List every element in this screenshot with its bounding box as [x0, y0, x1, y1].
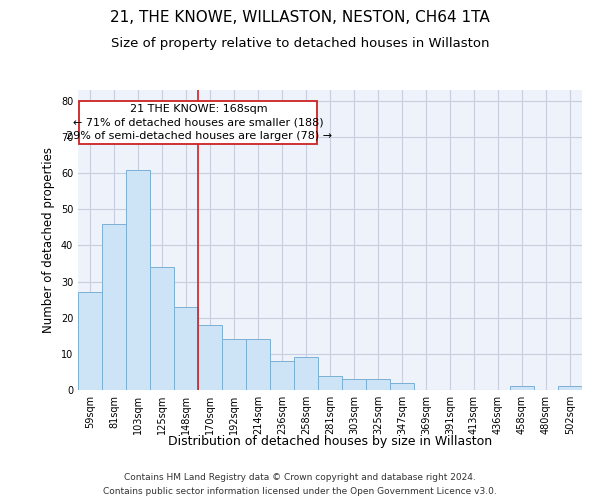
- Bar: [270, 361, 294, 390]
- Text: Size of property relative to detached houses in Willaston: Size of property relative to detached ho…: [111, 38, 489, 51]
- Bar: [342, 379, 366, 390]
- Text: Contains public sector information licensed under the Open Government Licence v3: Contains public sector information licen…: [103, 488, 497, 496]
- Bar: [198, 325, 222, 390]
- Text: 21, THE KNOWE, WILLASTON, NESTON, CH64 1TA: 21, THE KNOWE, WILLASTON, NESTON, CH64 1…: [110, 10, 490, 25]
- Bar: [78, 292, 102, 390]
- FancyBboxPatch shape: [79, 101, 317, 144]
- Text: Contains HM Land Registry data © Crown copyright and database right 2024.: Contains HM Land Registry data © Crown c…: [124, 472, 476, 482]
- Bar: [318, 376, 342, 390]
- Bar: [510, 386, 534, 390]
- Bar: [366, 379, 390, 390]
- Bar: [294, 358, 318, 390]
- Bar: [150, 267, 174, 390]
- Bar: [246, 340, 270, 390]
- Text: 21 THE KNOWE: 168sqm
← 71% of detached houses are smaller (188)
29% of semi-deta: 21 THE KNOWE: 168sqm ← 71% of detached h…: [65, 104, 332, 141]
- Bar: [126, 170, 150, 390]
- Bar: [222, 340, 246, 390]
- Bar: [390, 383, 414, 390]
- Bar: [102, 224, 126, 390]
- Bar: [558, 386, 582, 390]
- Y-axis label: Number of detached properties: Number of detached properties: [42, 147, 55, 333]
- Bar: [174, 307, 198, 390]
- Text: Distribution of detached houses by size in Willaston: Distribution of detached houses by size …: [168, 435, 492, 448]
